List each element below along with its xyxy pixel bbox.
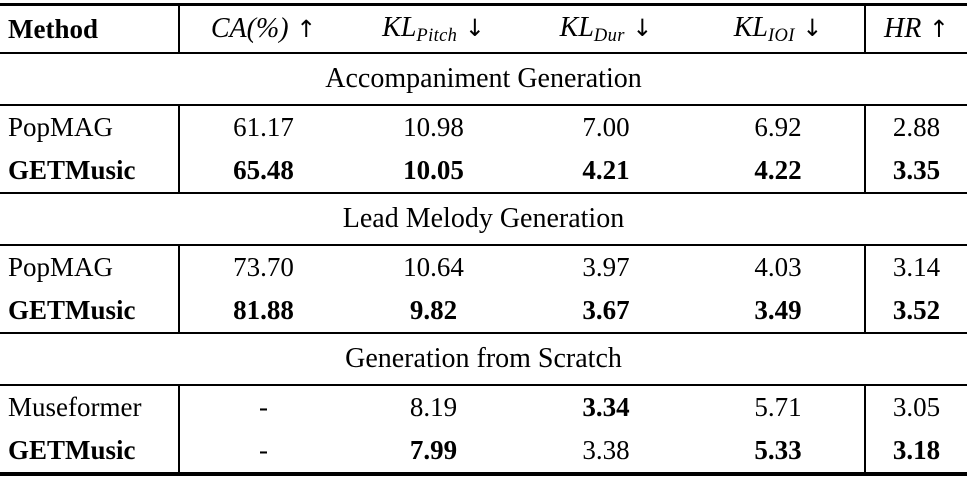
metric-cell-ca: 61.17 <box>178 105 347 149</box>
metric-cell-kl-dur: 3.97 <box>582 252 630 282</box>
header-base: CA(%) <box>210 13 289 44</box>
column-header-method: Method <box>0 4 179 54</box>
header-base: HR <box>884 13 922 44</box>
metric-cell-kl-dur: 3.38 <box>582 435 630 465</box>
metric-cell-kl-ioi: 4.22 <box>754 155 802 185</box>
metric-cell-hr: 3.35 <box>864 149 967 193</box>
metric-cell-kl-ioi: 5.33 <box>754 435 802 465</box>
table-row-museformer: Museformer - 8.19 3.34 5.71 3.05 <box>0 385 967 429</box>
metric-cell-kl-pitch: 8.19 <box>409 392 458 422</box>
metric-cell-ca: 65.48 <box>178 149 347 193</box>
table-row-getmusic: GETMusic 65.48 10.05 4.21 4.22 3.35 <box>0 149 967 193</box>
table-row-getmusic: GETMusic 81.88 9.82 3.67 3.49 3.52 <box>0 289 967 333</box>
header-row: Method CA(%) ↑ KLPitch ↓ KLDur ↓ KLIOI ↓ HR ↑ <box>0 4 967 54</box>
metric-cell-hr: 3.05 <box>864 385 967 429</box>
metric-cell-kl-pitch: 10.98 <box>403 112 464 142</box>
metric-cell-kl-ioi: 6.92 <box>754 112 802 142</box>
up-arrow-icon: ↑ <box>296 15 317 43</box>
column-header-kl-ioi: KLIOI ↓ <box>692 4 865 54</box>
column-header-ca: CA(%) ↑ <box>178 4 347 54</box>
results-table: Method CA(%) ↑ KLPitch ↓ KLDur ↓ KLIOI ↓ HR ↑ <box>0 3 967 476</box>
metric-cell-kl-dur: 7.00 <box>582 112 630 142</box>
method-name: GETMusic <box>8 155 136 185</box>
header-subscript: Dur <box>593 25 625 46</box>
metric-cell-kl-dur: 4.21 <box>582 155 630 185</box>
metric-cell-kl-ioi: 5.71 <box>754 392 802 422</box>
metric-cell-kl-pitch: 10.05 <box>403 155 464 185</box>
section-title: Generation from Scratch <box>0 332 967 386</box>
metric-cell-hr: 2.88 <box>864 105 967 149</box>
metric-cell-kl-dur: 3.67 <box>582 295 630 325</box>
metric-cell-kl-pitch: 9.82 <box>409 295 458 325</box>
metric-cell-ca: 73.70 <box>178 245 347 289</box>
column-header-hr: HR ↑ <box>864 4 967 54</box>
down-arrow-icon: ↓ <box>632 13 653 42</box>
method-name: GETMusic <box>8 295 136 325</box>
section-title: Lead Melody Generation <box>0 192 967 246</box>
metric-cell-kl-dur: 3.34 <box>582 392 630 422</box>
header-base: KL <box>382 11 417 43</box>
method-name: Museformer <box>8 392 142 422</box>
up-arrow-icon: ↑ <box>928 15 949 43</box>
metric-cell-hr: 3.14 <box>864 245 967 289</box>
method-name: PopMAG <box>8 112 114 142</box>
section-title: Accompaniment Generation <box>0 52 967 106</box>
metric-cell-ca: - <box>178 429 347 474</box>
method-name: PopMAG <box>8 252 114 282</box>
table-row-popmag: PopMAG 61.17 10.98 7.00 6.92 2.88 <box>0 105 967 149</box>
header-subscript: IOI <box>767 25 795 46</box>
table-row-popmag: PopMAG 73.70 10.64 3.97 4.03 3.14 <box>0 245 967 289</box>
metric-cell-hr: 3.18 <box>864 429 967 474</box>
metric-cell-kl-ioi: 3.49 <box>754 295 802 325</box>
down-arrow-icon: ↓ <box>464 13 485 42</box>
metric-cell-kl-ioi: 4.03 <box>754 252 802 282</box>
table-row-getmusic: GETMusic - 7.99 3.38 5.33 3.18 <box>0 429 967 474</box>
metric-cell-hr: 3.52 <box>864 289 967 333</box>
metric-cell-ca: - <box>178 385 347 429</box>
header-base: KL <box>559 11 594 43</box>
down-arrow-icon: ↓ <box>802 13 823 42</box>
method-name: GETMusic <box>8 435 136 465</box>
column-header-kl-pitch: KLPitch ↓ <box>347 4 520 54</box>
section-header-accompaniment: Accompaniment Generation <box>0 52 967 106</box>
metric-cell-kl-pitch: 7.99 <box>409 435 458 465</box>
header-base: KL <box>733 11 768 43</box>
header-subscript: Pitch <box>416 25 458 46</box>
section-header-lead-melody: Lead Melody Generation <box>0 192 967 246</box>
section-header-from-scratch: Generation from Scratch <box>0 332 967 386</box>
metric-cell-kl-pitch: 10.64 <box>403 252 464 282</box>
column-header-kl-dur: KLDur ↓ <box>520 4 692 54</box>
metric-cell-ca: 81.88 <box>178 289 347 333</box>
